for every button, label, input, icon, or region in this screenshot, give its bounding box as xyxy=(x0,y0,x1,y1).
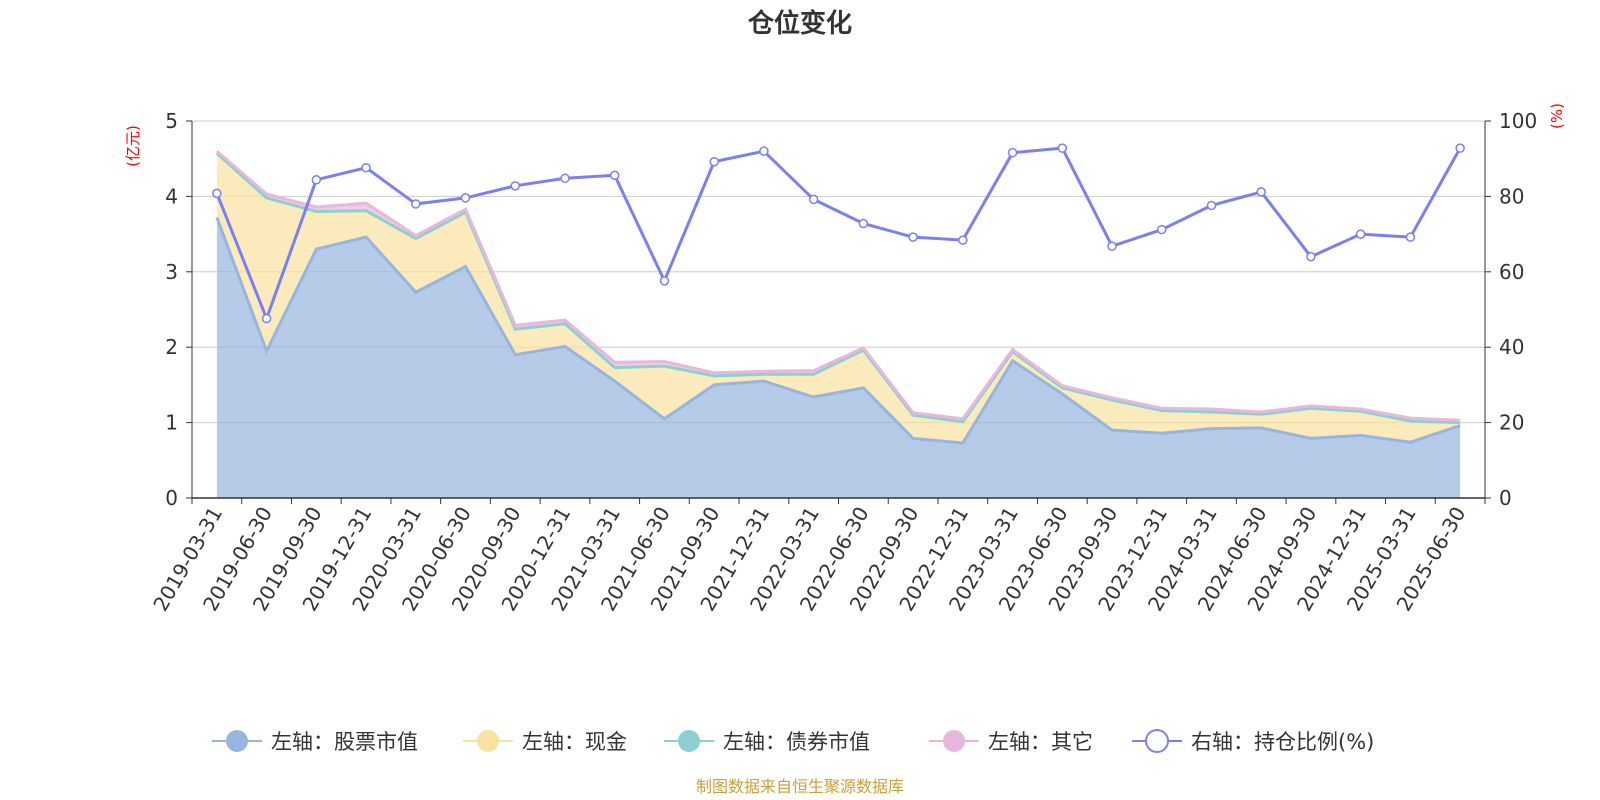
stacked-areas xyxy=(215,150,1461,498)
chart-title: 仓位变化 xyxy=(747,8,852,39)
ratio-point xyxy=(1157,224,1167,235)
ratio-point xyxy=(1206,200,1217,211)
legend-item: 左轴：债券市值 xyxy=(664,730,870,754)
ratio-point xyxy=(709,156,719,167)
ratio-point xyxy=(609,170,620,181)
legend-item: 左轴：其它 xyxy=(929,730,1093,754)
legend-marker xyxy=(477,730,499,752)
ratio-point xyxy=(858,218,869,229)
legend-label: 左轴：股票市值 xyxy=(271,730,418,754)
left-axis-tick-label: 4 xyxy=(165,184,178,208)
ratio-point xyxy=(1306,251,1316,262)
left-axis-tick-label: 5 xyxy=(165,109,178,133)
ratio-point xyxy=(659,276,670,286)
ratio-point xyxy=(212,188,222,199)
left-axis-tick-label: 1 xyxy=(165,411,178,435)
ratio-point xyxy=(1256,187,1266,197)
ratio-point xyxy=(560,173,570,184)
right-axis-tick-label: 20 xyxy=(1499,411,1524,435)
right-axis-tick-label: 80 xyxy=(1499,184,1524,208)
legend: 左轴：股票市值 左轴：现金 左轴：债券市值 左轴：其它 右轴：持仓比例(%) xyxy=(212,729,1374,754)
left-axis-tick-label: 3 xyxy=(165,260,178,284)
right-axis-unit: (%) xyxy=(1548,103,1566,129)
ratio-point xyxy=(411,199,421,209)
right-axis-tick-label: 100 xyxy=(1499,109,1537,133)
right-axis-tick-label: 40 xyxy=(1499,335,1524,359)
ratio-line-path xyxy=(215,146,1462,323)
ratio-line xyxy=(212,143,1465,324)
area-edge-3 xyxy=(215,150,1461,422)
area-edge-0 xyxy=(215,216,1461,445)
ratio-point xyxy=(759,146,769,156)
ratio-point xyxy=(510,181,520,191)
legend-marker xyxy=(678,730,700,752)
ratio-point xyxy=(1455,143,1465,153)
area-0 xyxy=(216,217,1461,498)
legend-label: 左轴：其它 xyxy=(988,730,1093,754)
area-edge-2 xyxy=(215,152,1461,425)
area-1 xyxy=(216,153,1461,443)
ratio-point xyxy=(958,235,968,245)
ratio-point xyxy=(1405,232,1416,242)
legend-item: 右轴：持仓比例(%) xyxy=(1132,729,1374,754)
legend-label: 右轴：持仓比例(%) xyxy=(1191,730,1374,754)
ratio-point xyxy=(1107,241,1117,251)
ratio-point xyxy=(908,232,918,242)
legend-item: 左轴：股票市值 xyxy=(212,730,418,754)
right-axis-tick-label: 60 xyxy=(1499,260,1524,284)
right-axis-tick-label: 0 xyxy=(1499,486,1512,510)
legend-marker xyxy=(1145,729,1169,753)
left-axis-tick-label: 2 xyxy=(165,335,178,359)
ratio-point xyxy=(808,194,819,205)
left-axis-tick-label: 0 xyxy=(165,486,178,510)
ratio-point xyxy=(261,313,272,324)
ratio-point xyxy=(1007,147,1018,158)
ratio-point xyxy=(1057,143,1068,153)
legend-item: 左轴：现金 xyxy=(463,730,627,754)
ratio-point xyxy=(1355,229,1366,239)
source-note: 制图数据来自恒生聚源数据库 xyxy=(696,777,904,796)
legend-label: 左轴：现金 xyxy=(522,730,627,754)
ratio-point xyxy=(311,175,322,185)
ratio-point xyxy=(361,162,371,173)
legend-marker xyxy=(943,730,965,752)
legend-marker xyxy=(226,730,248,752)
legend-label: 左轴：债券市值 xyxy=(723,730,870,754)
left-axis-unit: (亿元) xyxy=(124,125,142,167)
ratio-point xyxy=(460,193,471,203)
